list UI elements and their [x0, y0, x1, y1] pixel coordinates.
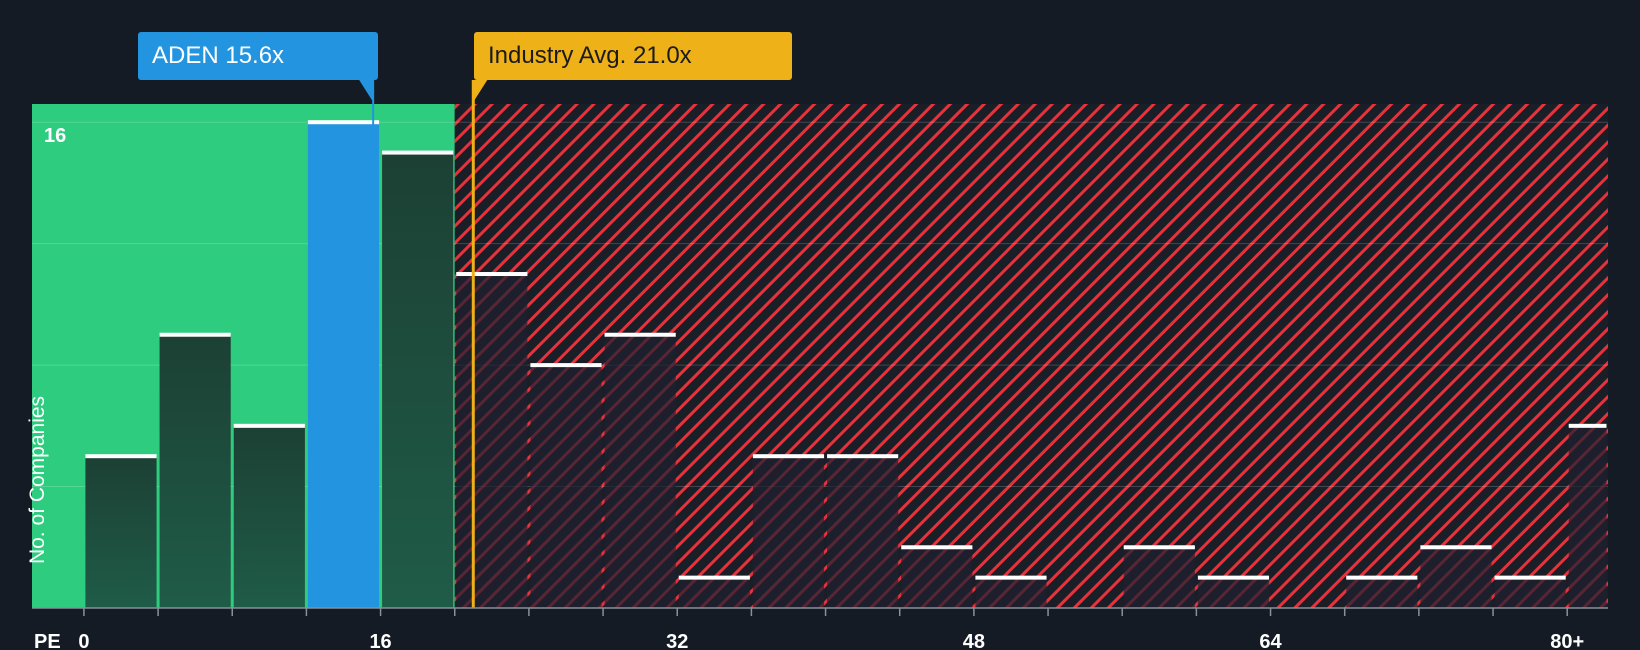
metric-label: PE: [34, 631, 61, 650]
bar-top-cap: [530, 363, 602, 368]
histogram-bar: [85, 456, 157, 608]
x-tick-label: 0: [78, 631, 89, 650]
bar-top-cap: [307, 120, 380, 125]
x-tick-label: 16: [369, 631, 391, 650]
bar-top-cap: [233, 423, 305, 428]
histogram-bar: [752, 456, 825, 608]
histogram-bar: [1123, 547, 1195, 608]
bar-top-cap: [1123, 545, 1195, 550]
histogram-bar: [1197, 577, 1270, 608]
bar-top-cap: [85, 454, 157, 459]
histogram-bar: [530, 365, 602, 608]
y-axis-label: No. of Companies: [26, 395, 49, 565]
histogram-bar: [1494, 577, 1566, 608]
bar-top-cap: [1494, 575, 1566, 580]
bar-top-cap: [678, 575, 750, 580]
company-pe-callout: ADEN 15.6x: [138, 32, 378, 80]
bar-top-cap: [604, 332, 676, 337]
histogram-bar: [1568, 425, 1607, 608]
bar-top-cap: [752, 454, 825, 459]
company-bin-bar: [307, 122, 380, 609]
bar-top-cap: [159, 332, 231, 337]
histogram-bar: [678, 577, 750, 608]
x-tick-label: 80+: [1550, 631, 1584, 650]
x-tick-label: 32: [666, 631, 688, 650]
histogram-bar: [233, 425, 305, 608]
histogram-bar: [159, 334, 231, 608]
bar-top-cap: [901, 545, 973, 550]
histogram-bar: [604, 334, 676, 608]
histogram-bar: [975, 577, 1047, 608]
y-tick-label: 16: [44, 125, 66, 147]
histogram-bar: [1420, 547, 1492, 608]
histogram-bar: [456, 274, 528, 608]
histogram-bar: [1346, 577, 1418, 608]
bar-top-cap: [1568, 423, 1607, 428]
histogram-bar: [901, 547, 973, 608]
bar-top-cap: [975, 575, 1047, 580]
industry-callout-pointer: [473, 80, 488, 102]
company-callout-pointer: [359, 80, 374, 102]
bar-top-cap: [382, 150, 454, 155]
histogram-bar: [382, 152, 454, 608]
histogram-bar: [827, 456, 899, 608]
industry-avg-callout: Industry Avg. 21.0x: [474, 32, 792, 80]
bar-top-cap: [827, 454, 899, 459]
bar-top-cap: [456, 272, 528, 277]
bar-top-cap: [1420, 545, 1492, 550]
bar-top-cap: [1346, 575, 1418, 580]
x-tick-label: 64: [1259, 631, 1282, 650]
x-tick-label: 48: [963, 631, 985, 650]
bar-top-cap: [1197, 575, 1270, 580]
